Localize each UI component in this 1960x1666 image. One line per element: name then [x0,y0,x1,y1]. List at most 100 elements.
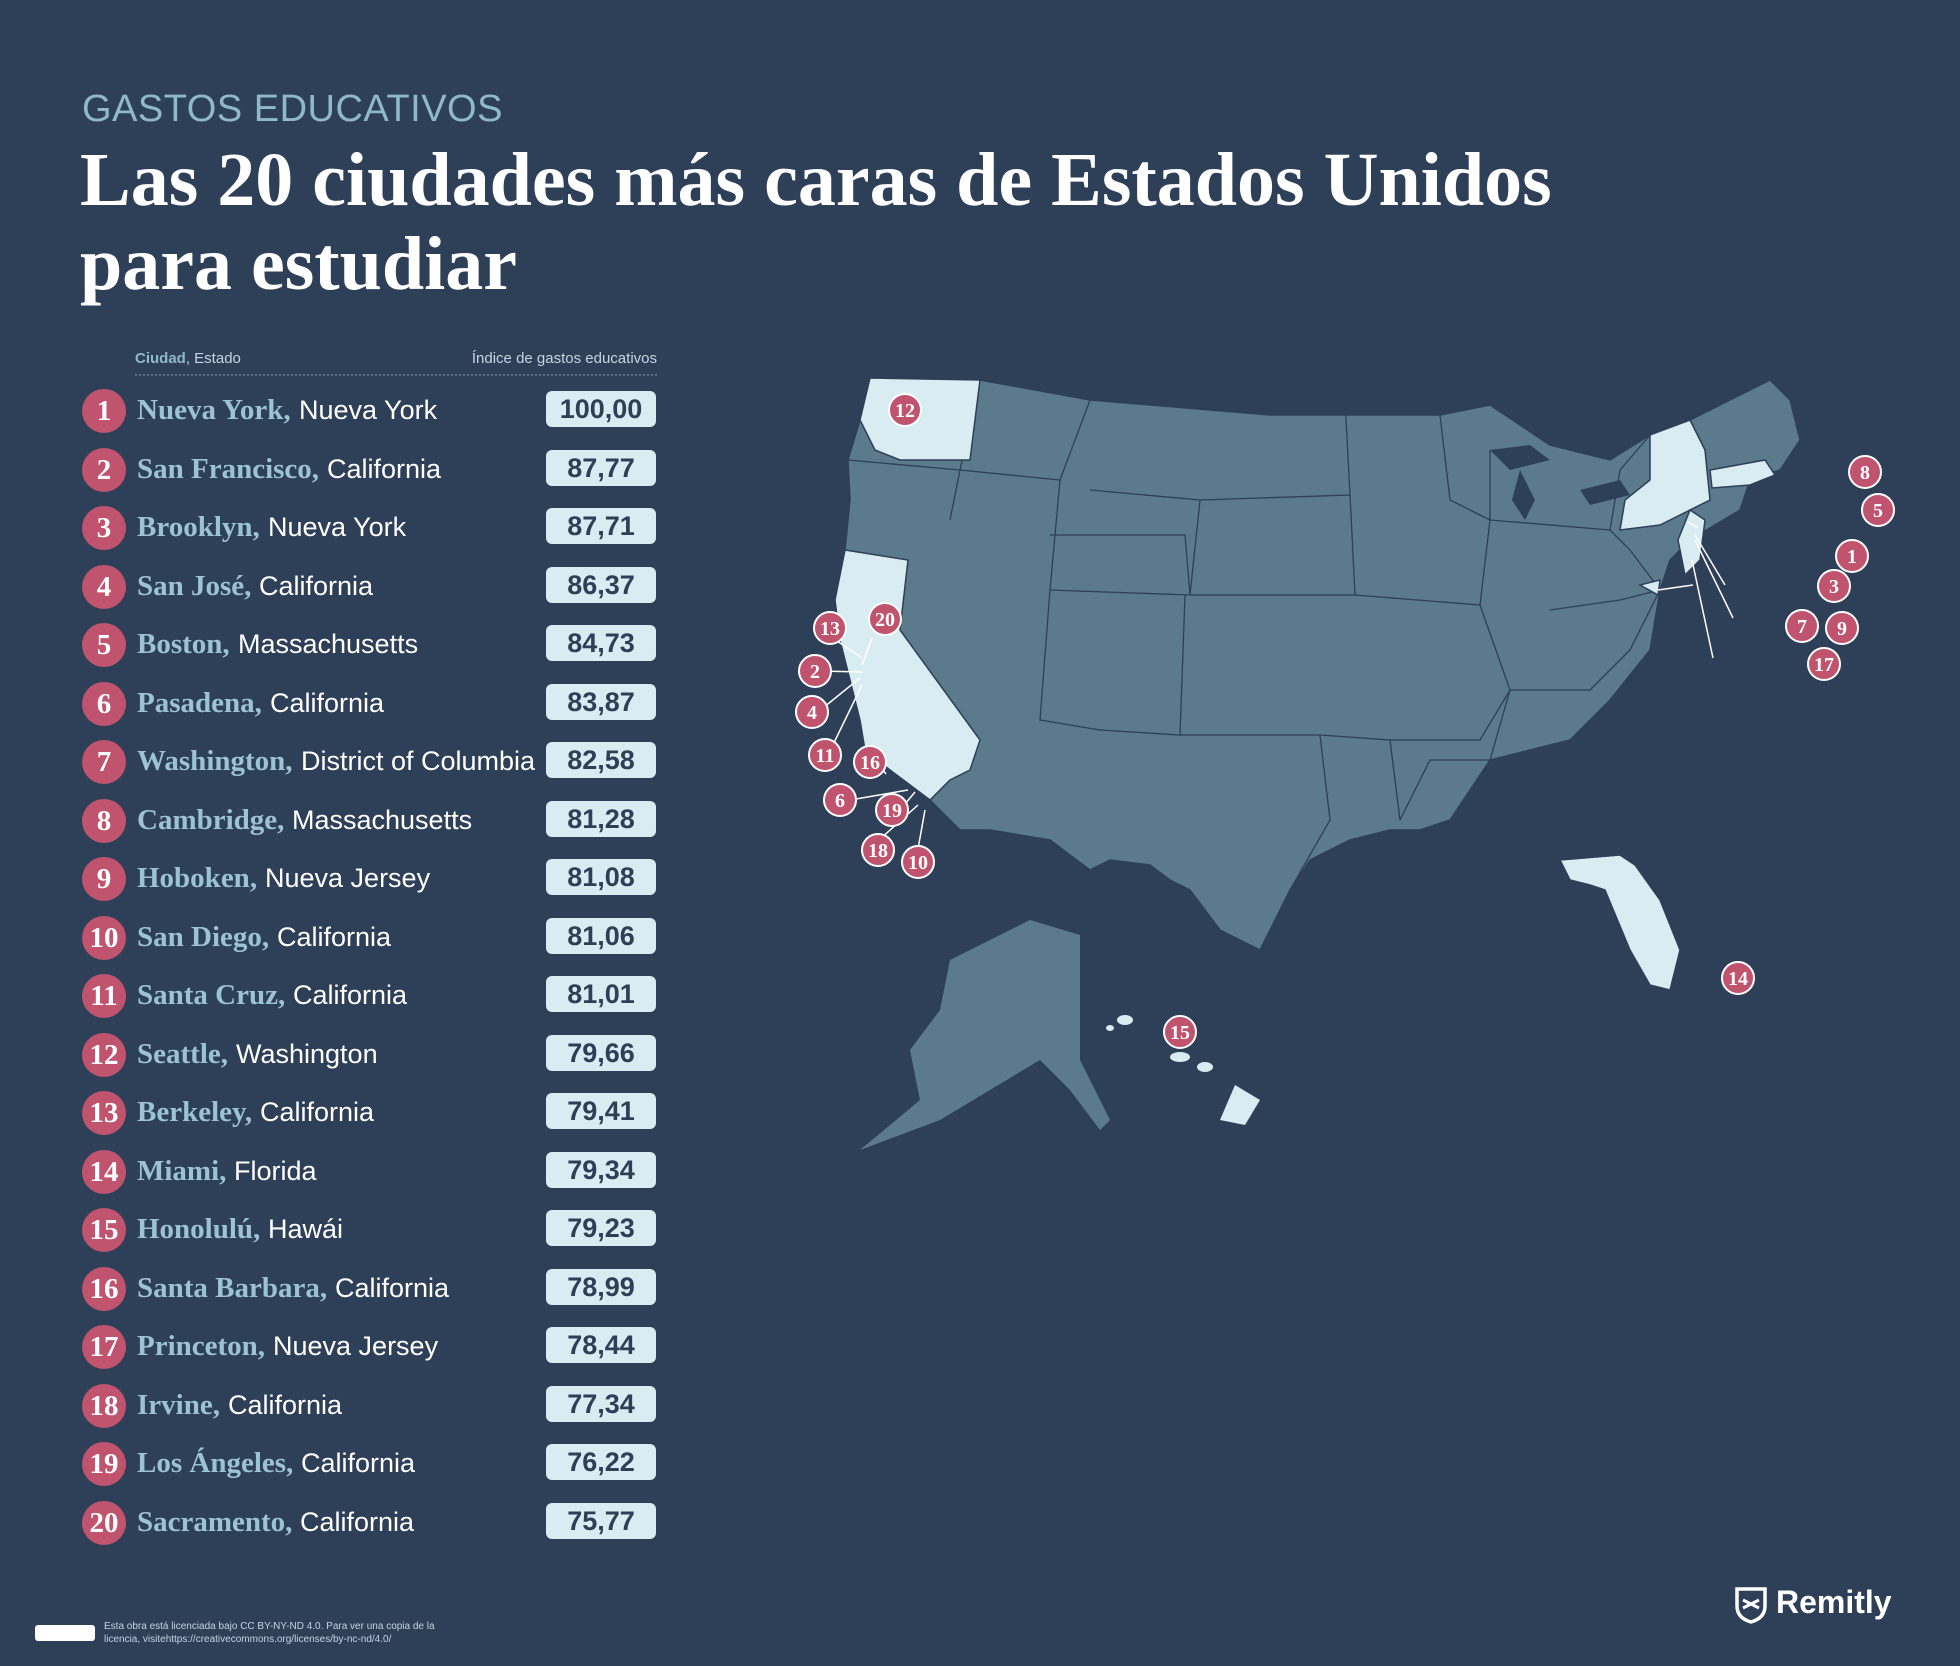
city-name: Boston, [137,628,230,660]
state-washington [859,377,981,461]
map-pin-circle [888,393,922,427]
score-badge: 76,22 [546,1444,656,1480]
map-pin: 13 [813,611,847,645]
rank-badge: 7 [82,740,126,784]
score-badge: 83,87 [546,683,656,720]
map-pin-circle [1825,611,1859,645]
score-badge: 79,34 [546,1151,656,1188]
table-row: 6 Pasadena, California 83,87 [82,681,662,740]
city-name: San Diego, [137,920,270,953]
map-pin-label: 10 [908,852,928,874]
license-text: Esta obra está licenciada bajo CC BY-NY-… [104,1621,435,1645]
map-pin-circle [823,783,857,817]
map-pin-label: 3 [1829,576,1839,598]
state-name: California [327,453,442,484]
map-pin-label: 5 [1873,500,1883,522]
map-pin: 17 [1807,647,1841,681]
score-badge: 78,99 [546,1268,656,1305]
map-pin: 19 [875,793,909,827]
state-name: Nueva Jersey [273,1331,439,1361]
state-name: Massachusetts [238,629,419,659]
score-badge: 75,77 [546,1502,656,1539]
table-row: 1 Nueva York, Nueva York 100,00 [82,388,662,447]
cc-license-icon [35,1625,95,1641]
table-row: 20 Sacramento, California 75,77 [82,1500,662,1559]
map-pin: 18 [861,833,895,867]
rank-badge: 4 [82,564,126,609]
state-new-york [1619,419,1711,531]
map-pin: 6 [823,783,857,817]
great-lakes [1490,445,1630,520]
score-badge: 82,58 [546,742,656,778]
map-pin-label: 2 [810,661,820,683]
table-row: 2 San Francisco, California 87,77 [82,447,662,506]
rank-badge: 13 [82,1091,126,1135]
map-pin: 11 [808,738,842,772]
state-name: Nueva York [268,512,407,542]
city-name: Princeton, [137,1330,266,1362]
map-pin-label: 20 [875,609,895,631]
rank-badge: 17 [82,1325,126,1369]
score-badge: 79,66 [546,1034,656,1071]
map-pin-label: 6 [835,790,845,812]
map-pin-circle [1817,569,1851,603]
table-row: 16 Santa Barbara, California 78,99 [82,1266,662,1325]
map-pin-circle [1163,1015,1197,1049]
state-name: Nueva York [299,395,438,425]
table-row: 11 Santa Cruz, California 81,01 [82,973,662,1032]
state-new-jersey [1677,508,1706,577]
map-pin-label: 4 [807,702,817,724]
city-name: Hoboken, [137,862,258,894]
score-badge: 81,08 [546,859,656,895]
score-badge: 86,37 [546,566,656,603]
map-pin: 10 [901,845,935,879]
score-badge: 87,77 [546,449,656,486]
score-badge: 81,28 [546,800,656,837]
state-name: Massachusetts [292,804,473,835]
score-badge: 79,23 [546,1210,656,1246]
map-pin: 16 [853,745,887,779]
table-row: 15 Honolulú, Hawái 79,23 [82,1207,662,1266]
state-borders [847,379,1661,891]
map-pin: 9 [1825,611,1859,645]
state-name: California [301,1448,416,1478]
city-name: Nueva York, [137,394,291,426]
column-city-label: Ciudad [135,350,186,367]
state-name: California [293,980,408,1010]
map-pin-circle [1721,961,1755,995]
city-name: Irvine, [137,1388,220,1421]
score-badge: 81,01 [546,976,656,1012]
rank-badge: 15 [82,1208,126,1252]
city-name: Miami, [137,1154,227,1187]
map-pin-circle [1807,647,1841,681]
map-pin-label: 17 [1814,654,1834,676]
state-name: California [335,1272,450,1303]
map-pin-circle [868,602,902,636]
column-state-label: , Estado [185,350,241,367]
column-index-label: Índice de gastos educativos [471,350,657,367]
map-pin-circle [808,738,842,772]
table-row: 13 Berkeley, California 79,41 [82,1090,662,1149]
state-name: California [228,1389,343,1420]
city-name: Berkeley, [137,1096,253,1128]
map-pin: 20 [868,602,902,636]
map-pin-label: 15 [1170,1022,1190,1044]
state-name: California [260,1097,375,1127]
map-pin-circle [795,695,829,729]
city-name: Seattle, [137,1037,228,1070]
ranking-list: 1 Nueva York, Nueva York 100,00 2 San Francis… [82,388,662,1558]
map-pin-label: 16 [860,752,880,774]
rank-badge: 14 [82,1149,126,1194]
city-name: Honolulú, [137,1213,261,1245]
map-pin-label: 1 [1847,546,1857,568]
rank-badge: 10 [82,915,126,960]
score-badge: 78,44 [546,1327,656,1363]
city-name: Washington, [137,745,293,777]
map-pin: 3 [1817,569,1851,603]
table-row: 17 Princeton, Nueva Jersey 78,44 [82,1324,662,1383]
rank-badge: 19 [82,1442,126,1486]
state-name: California [259,570,374,601]
page-title: Las 20 ciudades más caras de Estados Uni… [80,138,1552,306]
map-pin-label: 7 [1797,616,1807,638]
city-name: Pasadena, [137,686,262,719]
